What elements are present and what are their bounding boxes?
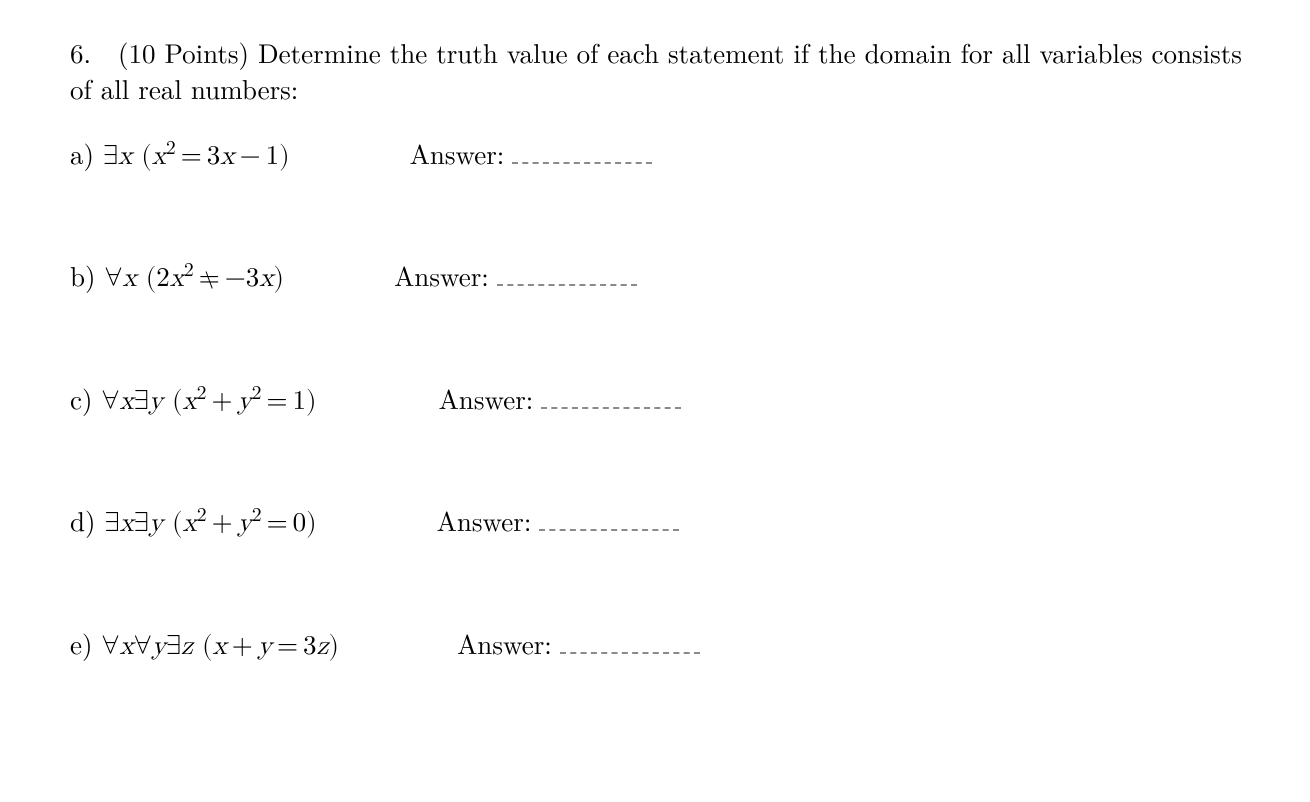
item-d-formula: ∃x∃y (x2+y2=0) xyxy=(105,510,317,537)
item-d: d) ∃x∃y (x2+y2=0) Answer: xyxy=(70,502,1250,542)
answer-label: Answer: xyxy=(437,502,532,538)
question-number: 6. xyxy=(70,33,91,71)
item-b: b) ∀x (2x2=−3x) Answer: xyxy=(70,257,1250,297)
item-label: b) xyxy=(70,256,96,294)
answer-blank[interactable] xyxy=(541,382,681,408)
answer-blank[interactable] xyxy=(512,138,652,164)
item-e: e) ∀x∀y∃z (x+y=3z) Answer: xyxy=(70,625,1250,665)
item-e-formula: ∀x∀y∃z (x+y=3z) xyxy=(102,633,340,660)
answer-area: Answer: xyxy=(437,502,680,538)
answer-blank[interactable] xyxy=(497,260,637,286)
item-a: a) ∃x (x2=3x−1) Answer: xyxy=(70,135,1250,175)
item-b-statement: b) ∀x (2x2=−3x) xyxy=(70,257,284,297)
question-points: (10 Points) xyxy=(118,33,249,71)
item-a-formula: ∃x (x2=3x−1) xyxy=(103,143,290,170)
item-c-statement: c) ∀x∃y (x2+y2=1) xyxy=(70,380,317,420)
item-label: c) xyxy=(70,379,93,417)
item-label: d) xyxy=(70,501,96,539)
item-c: c) ∀x∃y (x2+y2=1) Answer: xyxy=(70,380,1250,420)
item-label: a) xyxy=(70,134,94,172)
answer-blank[interactable] xyxy=(539,505,679,531)
answer-area: Answer: xyxy=(457,625,700,661)
answer-area: Answer: xyxy=(439,380,682,416)
item-a-statement: a) ∃x (x2=3x−1) xyxy=(70,135,290,175)
question-heading: 6. (10 Points) Determine the truth value… xyxy=(70,34,1250,107)
item-e-statement: e) ∀x∀y∃z (x+y=3z) xyxy=(70,625,339,665)
item-b-formula: ∀x (2x2=−3x) xyxy=(105,265,285,292)
answer-blank[interactable] xyxy=(560,627,700,653)
answer-area: Answer: xyxy=(394,257,637,293)
item-d-statement: d) ∃x∃y (x2+y2=0) xyxy=(70,502,317,542)
answer-label: Answer: xyxy=(439,380,534,416)
page: 6. (10 Points) Determine the truth value… xyxy=(0,0,1310,695)
item-c-formula: ∀x∃y (x2+y2=1) xyxy=(102,388,317,415)
item-label: e) xyxy=(70,624,93,662)
answer-label: Answer: xyxy=(394,257,489,293)
answer-area: Answer: xyxy=(410,135,653,171)
answer-label: Answer: xyxy=(410,135,505,171)
answer-label: Answer: xyxy=(457,625,552,661)
